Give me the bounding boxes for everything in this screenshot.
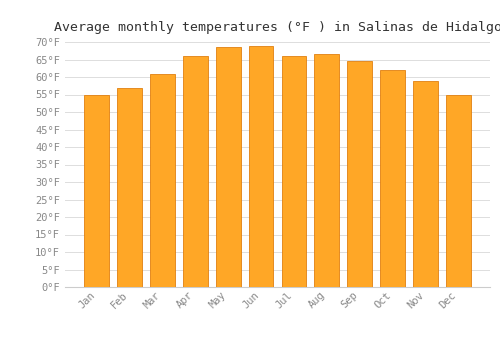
Bar: [314, 54, 339, 287]
Bar: [183, 56, 208, 287]
Bar: [380, 70, 405, 287]
Bar: [413, 80, 438, 287]
Title: Average monthly temperatures (°F ) in Salinas de Hidalgo: Average monthly temperatures (°F ) in Sa…: [54, 21, 500, 34]
Bar: [248, 46, 274, 287]
Bar: [446, 94, 470, 287]
Bar: [150, 74, 174, 287]
Bar: [216, 47, 240, 287]
Bar: [117, 88, 142, 287]
Bar: [282, 56, 306, 287]
Bar: [84, 94, 109, 287]
Bar: [348, 61, 372, 287]
